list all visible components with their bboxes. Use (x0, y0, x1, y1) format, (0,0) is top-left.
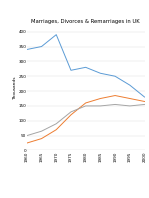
Legend: First Marriages, Divorces, Remarriages: First Marriages, Divorces, Remarriages (39, 196, 132, 198)
Y-axis label: Thousands: Thousands (13, 76, 17, 100)
Title: Marriages, Divorces & Remarriages in UK: Marriages, Divorces & Remarriages in UK (31, 19, 140, 24)
